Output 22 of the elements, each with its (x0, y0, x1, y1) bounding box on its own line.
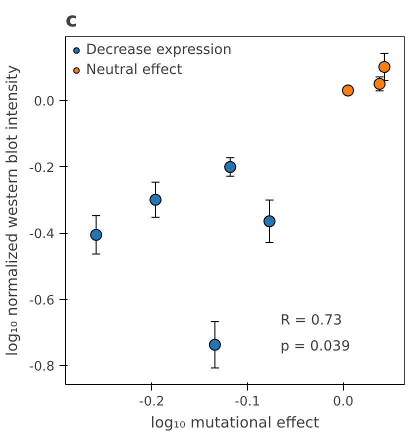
x-tick-label: 0.0 (332, 394, 354, 410)
y-axis-title: log₁₀ normalized western blot intensity (3, 64, 22, 356)
x-tick-label: -0.2 (139, 394, 164, 410)
point (208, 338, 221, 351)
point (342, 84, 354, 96)
point (263, 215, 276, 228)
annotation: R = 0.73 (280, 312, 342, 328)
y-tick-label: -0.8 (29, 360, 55, 375)
legend-label: Neutral effect (86, 62, 182, 78)
x-tick-label: -0.1 (234, 394, 260, 410)
annotation: p = 0.039 (280, 338, 350, 354)
y-tick-label: -0.2 (29, 160, 55, 176)
legend-label: Decrease expression (86, 42, 232, 58)
chart-title: c (66, 8, 78, 32)
x-axis-title: log₁₀ mutational effect (150, 414, 320, 432)
y-tick-label: -0.6 (29, 293, 55, 308)
point (378, 60, 390, 73)
y-tick-label: -0.4 (29, 227, 55, 242)
y-tick-label: 0.0 (34, 94, 55, 110)
point (224, 160, 236, 173)
point (150, 194, 162, 206)
point (90, 228, 102, 241)
